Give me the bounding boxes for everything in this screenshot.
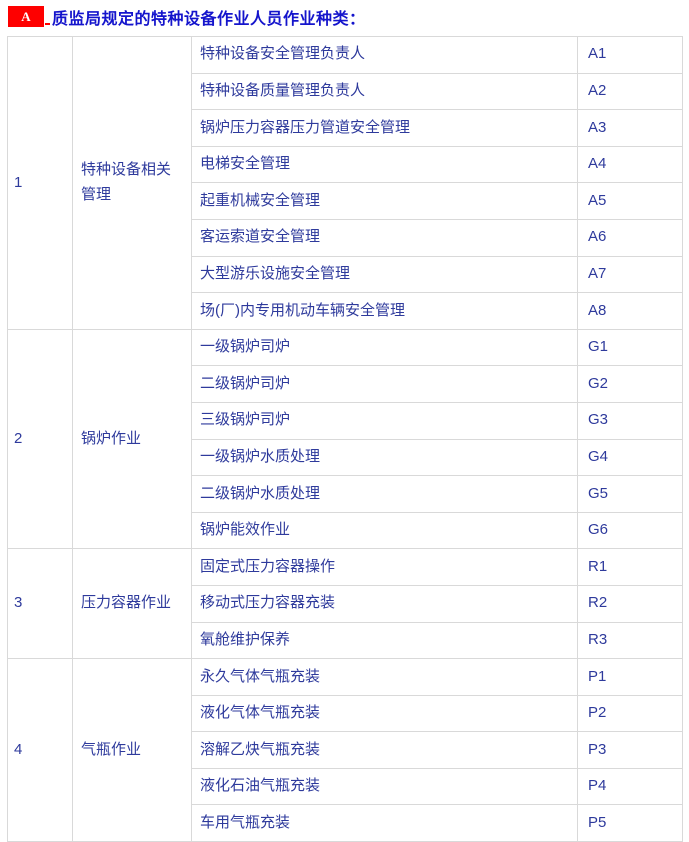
group-number-cell: 2 — [7, 328, 73, 550]
job-code-cell: A3 — [577, 109, 683, 147]
job-code-cell: G3 — [577, 401, 683, 440]
job-name-cell: 二级锅炉水质处理 — [191, 475, 578, 513]
group-number-cell: 4 — [7, 658, 73, 842]
group-category-cell: 压力容器作业 — [72, 548, 192, 660]
table-row: 溶解乙炔气瓶充装 P3 — [8, 731, 683, 769]
table-row: 三级锅炉司炉 G3 — [8, 401, 683, 440]
section-badge[interactable]: A — [8, 6, 44, 27]
badge-underline — [45, 23, 50, 25]
group-number-cell: 1 — [7, 36, 73, 330]
table-row: 电梯安全管理 A4 — [8, 145, 683, 184]
table-row: 液化石油气瓶充装 P4 — [8, 767, 683, 806]
table-row: 起重机械安全管理 A5 — [8, 182, 683, 220]
job-name-cell: 锅炉能效作业 — [191, 511, 578, 550]
job-code-cell: G4 — [577, 438, 683, 477]
job-code-cell: A2 — [577, 72, 683, 111]
table-row: 液化气体气瓶充装 P2 — [8, 694, 683, 733]
job-name-cell: 一级锅炉司炉 — [191, 328, 578, 367]
job-name-cell: 溶解乙炔气瓶充装 — [191, 731, 578, 769]
table-row: 特种设备质量管理负责人 A2 — [8, 72, 683, 111]
job-name-cell: 永久气体气瓶充装 — [191, 658, 578, 696]
job-name-cell: 二级锅炉司炉 — [191, 365, 578, 403]
job-name-cell: 电梯安全管理 — [191, 145, 578, 184]
group-category-cell: 特种设备相关管理 — [72, 36, 192, 330]
job-code-cell: P5 — [577, 804, 683, 842]
table-row: 大型游乐设施安全管理 A7 — [8, 255, 683, 294]
job-name-cell: 液化石油气瓶充装 — [191, 767, 578, 806]
table-row: 客运索道安全管理 A6 — [8, 218, 683, 257]
job-name-cell: 氧舱维护保养 — [191, 621, 578, 660]
job-code-cell: P4 — [577, 767, 683, 806]
job-name-cell: 特种设备安全管理负责人 — [191, 36, 578, 74]
table-row: 锅炉压力容器压力管道安全管理 A3 — [8, 109, 683, 147]
page-title: 质监局规定的特种设备作业人员作业种类： — [52, 10, 366, 28]
job-code-cell: A8 — [577, 292, 683, 330]
job-code-cell: A6 — [577, 218, 683, 257]
job-name-cell: 移动式压力容器充装 — [191, 584, 578, 623]
job-code-cell: A5 — [577, 182, 683, 220]
job-code-cell: G2 — [577, 365, 683, 403]
job-code-cell: G6 — [577, 511, 683, 550]
section-header: A 质监局规定的特种设备作业人员作业种类： — [0, 0, 689, 28]
table-row: 移动式压力容器充装 R2 — [8, 584, 683, 623]
group-category-cell: 锅炉作业 — [72, 328, 192, 550]
job-code-cell: P2 — [577, 694, 683, 733]
job-name-cell: 液化气体气瓶充装 — [191, 694, 578, 733]
group-number-cell: 3 — [7, 548, 73, 660]
job-code-cell: A1 — [577, 36, 683, 74]
job-code-cell: G5 — [577, 475, 683, 513]
table-row: 4 气瓶作业 永久气体气瓶充装 P1 — [7, 658, 683, 842]
job-code-cell: G1 — [577, 328, 683, 367]
job-code-cell: R1 — [577, 548, 683, 586]
job-name-cell: 一级锅炉水质处理 — [191, 438, 578, 477]
table-row: 场(厂)内专用机动车辆安全管理 A8 — [8, 292, 683, 330]
job-code-cell: R2 — [577, 584, 683, 623]
job-code-cell: A7 — [577, 255, 683, 294]
job-categories-table: 1 特种设备相关管理 特种设备安全管理负责人 A1 特种设备质量管理负责人 A2 锅炉压力容… — [7, 36, 683, 842]
job-name-cell: 三级锅炉司炉 — [191, 401, 578, 440]
job-name-cell: 起重机械安全管理 — [191, 182, 578, 220]
job-name-cell: 客运索道安全管理 — [191, 218, 578, 257]
table-row: 3 压力容器作业 固定式压力容器操作 R1 — [7, 548, 683, 660]
table-row: 锅炉能效作业 G6 — [8, 511, 683, 550]
job-name-cell: 大型游乐设施安全管理 — [191, 255, 578, 294]
table-row: 2 锅炉作业 一级锅炉司炉 G1 — [7, 328, 683, 550]
job-name-cell: 场(厂)内专用机动车辆安全管理 — [191, 292, 578, 330]
job-code-cell: R3 — [577, 621, 683, 660]
group-category-cell: 气瓶作业 — [72, 658, 192, 842]
table-row: 二级锅炉司炉 G2 — [8, 365, 683, 403]
table-row: 1 特种设备相关管理 特种设备安全管理负责人 A1 — [7, 36, 683, 330]
job-name-cell: 锅炉压力容器压力管道安全管理 — [191, 109, 578, 147]
table-body: 1 特种设备相关管理 特种设备安全管理负责人 A1 特种设备质量管理负责人 A2 锅炉压力容… — [7, 36, 683, 842]
job-code-cell: P1 — [577, 658, 683, 696]
job-name-cell: 固定式压力容器操作 — [191, 548, 578, 586]
job-name-cell: 特种设备质量管理负责人 — [191, 72, 578, 111]
table-row: 氧舱维护保养 R3 — [8, 621, 683, 660]
job-name-cell: 车用气瓶充装 — [191, 804, 578, 842]
job-code-cell: A4 — [577, 145, 683, 184]
table-row: 二级锅炉水质处理 G5 — [8, 475, 683, 513]
job-code-cell: P3 — [577, 731, 683, 769]
